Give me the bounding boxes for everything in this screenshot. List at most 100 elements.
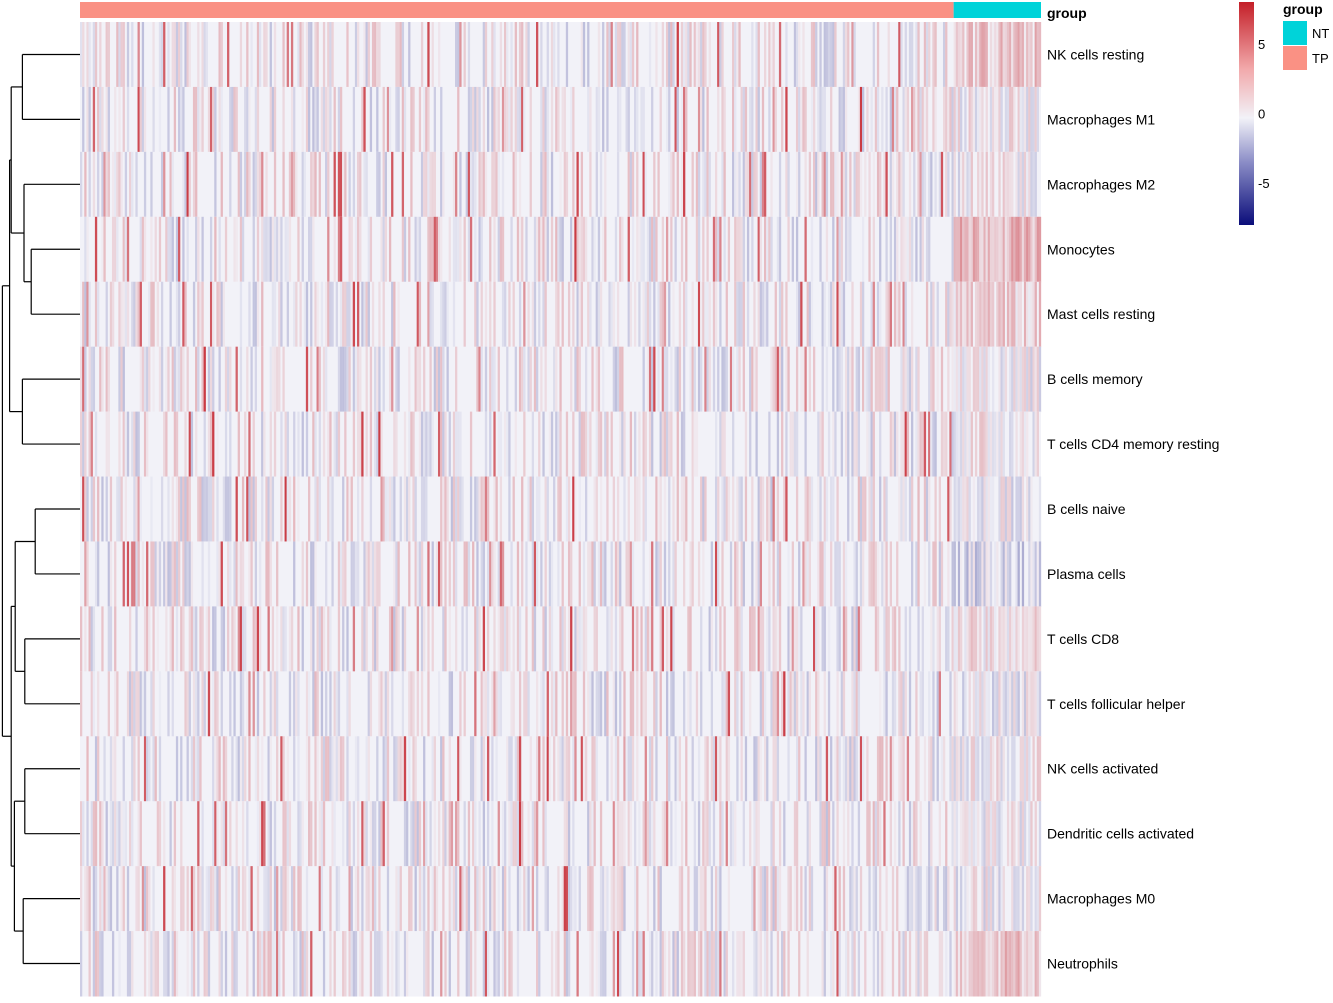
heatmap-cell xyxy=(651,86,654,153)
heatmap-cell xyxy=(195,411,198,478)
heatmap-cell xyxy=(876,86,880,153)
heatmap-cell xyxy=(484,281,488,348)
heatmap-cell xyxy=(393,736,396,802)
heatmap-cell xyxy=(672,476,675,542)
heatmap-cell xyxy=(955,86,959,153)
heatmap-cell xyxy=(570,216,573,283)
heatmap-cell xyxy=(932,346,935,413)
heatmap-cell xyxy=(256,866,260,932)
heatmap-cell xyxy=(384,216,387,283)
heatmap-cell xyxy=(395,22,398,88)
heatmap-cell xyxy=(467,151,471,218)
heatmap-cell xyxy=(350,931,353,997)
heatmap-cell xyxy=(1038,736,1042,802)
heatmap-cell xyxy=(557,216,560,283)
heatmap-cell xyxy=(463,671,466,737)
heatmap-row-background xyxy=(80,86,1041,153)
heatmap-cell xyxy=(261,281,264,348)
heatmap-cell xyxy=(476,476,479,542)
heatmap-cell xyxy=(1017,22,1020,88)
heatmap-cell xyxy=(889,411,892,478)
heatmap-cell xyxy=(135,866,138,932)
heatmap-cell xyxy=(1032,541,1035,607)
heatmap-cell xyxy=(220,281,223,348)
heatmap-cell xyxy=(553,346,556,413)
heatmap-cell xyxy=(768,411,771,478)
heatmap-cell xyxy=(642,671,645,737)
heatmap-cell xyxy=(717,346,720,413)
heatmap-cell xyxy=(717,476,720,542)
heatmap-cell xyxy=(410,801,413,867)
heatmap-cell xyxy=(855,151,858,218)
heatmap-cell xyxy=(572,151,575,218)
heatmap-cell xyxy=(86,736,89,802)
heatmap-cell xyxy=(327,151,330,218)
heatmap-cell xyxy=(802,541,805,607)
heatmap-cell xyxy=(930,281,933,348)
heatmap-cell xyxy=(1021,86,1025,153)
heatmap-cell xyxy=(143,671,147,737)
heatmap-cell xyxy=(964,151,967,218)
heatmap-cell xyxy=(565,411,569,478)
heatmap-cell xyxy=(876,541,880,607)
heatmap-cell xyxy=(855,866,858,932)
heatmap-cell xyxy=(668,736,671,802)
heatmap-cell xyxy=(437,801,441,867)
heatmap-cell xyxy=(120,151,123,218)
heatmap-cell xyxy=(706,216,709,283)
heatmap-cell xyxy=(369,541,373,607)
heatmap-cell xyxy=(661,411,664,478)
heatmap-cell xyxy=(844,736,848,802)
heatmap-cell xyxy=(955,476,959,542)
heatmap-cell xyxy=(241,216,245,283)
heatmap-cell xyxy=(357,411,360,478)
heatmap-cell xyxy=(723,411,726,478)
heatmap-cell xyxy=(1028,476,1031,542)
heatmap-cell xyxy=(676,151,679,218)
heatmap-cell xyxy=(1017,476,1020,542)
heatmap-cell xyxy=(107,151,110,218)
heatmap-cell xyxy=(593,541,596,607)
heatmap-cell xyxy=(80,151,83,218)
heatmap-cell xyxy=(970,151,973,218)
heatmap-cell xyxy=(644,281,647,348)
heatmap-cell xyxy=(472,151,475,218)
heatmap-cell xyxy=(359,151,362,218)
heatmap-cell xyxy=(346,346,349,413)
heatmap-cell xyxy=(433,346,436,413)
heatmap-cell xyxy=(953,22,956,88)
heatmap-cell xyxy=(761,86,765,153)
heatmap-cell xyxy=(968,151,971,218)
heatmap-cell xyxy=(1023,22,1027,88)
heatmap-cell xyxy=(97,736,100,802)
heatmap-cell xyxy=(680,411,684,478)
heatmap-cell xyxy=(776,866,780,932)
heatmap-cell xyxy=(817,86,820,153)
heatmap-cell xyxy=(821,931,824,997)
heatmap-cell xyxy=(359,346,362,413)
heatmap-cell xyxy=(276,866,279,932)
heatmap-cell xyxy=(921,86,924,153)
heatmap-cell xyxy=(386,476,390,542)
heatmap-cell xyxy=(1038,216,1042,283)
heatmap-cell xyxy=(810,476,814,542)
heatmap-cell xyxy=(437,22,441,88)
heatmap-cell xyxy=(440,476,443,542)
heatmap-cell xyxy=(844,86,848,153)
heatmap-cell xyxy=(199,281,202,348)
heatmap-cell xyxy=(482,801,486,867)
heatmap-cell xyxy=(207,931,211,997)
heatmap-cell xyxy=(902,671,905,737)
heatmap-cell xyxy=(691,281,694,348)
heatmap-cell xyxy=(269,931,272,997)
heatmap-cell xyxy=(201,671,204,737)
heatmap-cell xyxy=(981,541,984,607)
heatmap-cell xyxy=(114,736,117,802)
heatmap-cell xyxy=(265,866,268,932)
heatmap-cell xyxy=(670,22,673,88)
heatmap-cell xyxy=(917,931,920,997)
heatmap-cell xyxy=(278,931,281,997)
heatmap-cell xyxy=(838,866,841,932)
heatmap-cell xyxy=(742,151,745,218)
heatmap-cell xyxy=(736,671,739,737)
